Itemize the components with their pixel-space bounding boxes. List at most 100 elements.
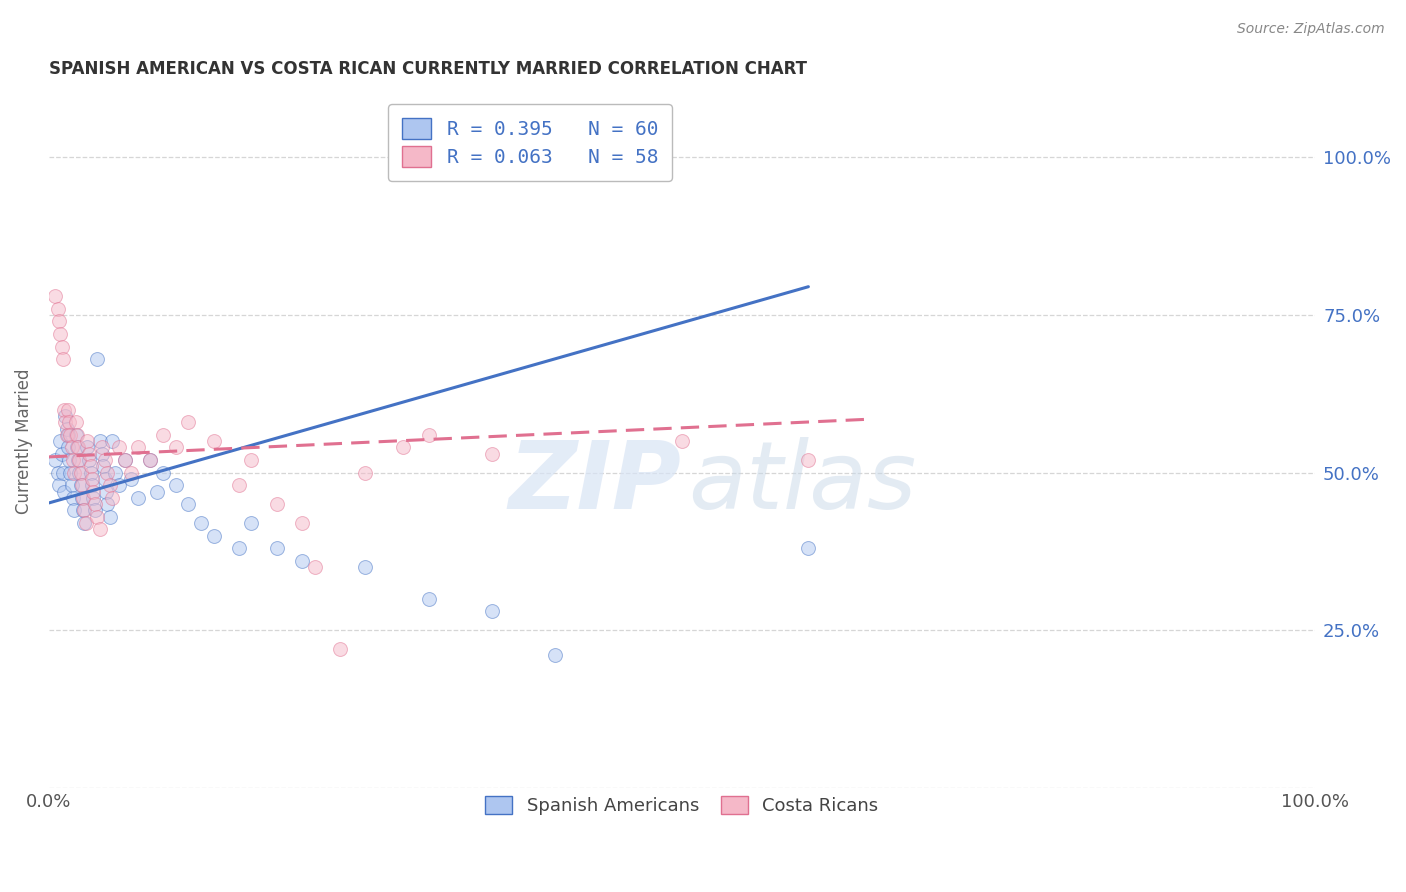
Point: [91, 447, 114, 461]
Point: [60, 478, 83, 492]
Point: [72, 491, 94, 505]
Point: [797, 453, 820, 467]
Point: [797, 541, 820, 556]
Point: [228, 541, 250, 556]
Point: [80, 472, 103, 486]
Point: [98, 478, 121, 492]
Point: [79, 453, 101, 467]
Point: [145, 484, 167, 499]
Point: [70, 491, 93, 505]
Point: [291, 516, 314, 530]
Point: [93, 472, 115, 486]
Point: [53, 402, 76, 417]
Point: [55, 415, 77, 429]
Point: [190, 516, 212, 530]
Point: [48, 314, 70, 328]
Point: [80, 478, 103, 492]
Point: [44, 289, 66, 303]
Point: [66, 427, 89, 442]
Point: [65, 415, 87, 429]
Point: [49, 434, 72, 449]
Point: [55, 427, 77, 442]
Point: [51, 340, 73, 354]
Point: [67, 453, 90, 467]
Point: [127, 491, 149, 505]
Point: [80, 466, 103, 480]
Text: Source: ZipAtlas.com: Source: ZipAtlas.com: [1237, 22, 1385, 37]
Point: [418, 427, 440, 442]
Y-axis label: Currently Married: Currently Married: [15, 368, 32, 514]
Point: [240, 453, 263, 467]
Point: [66, 441, 89, 455]
Point: [56, 402, 79, 417]
Point: [69, 466, 91, 480]
Point: [73, 503, 96, 517]
Text: atlas: atlas: [688, 437, 917, 528]
Point: [86, 509, 108, 524]
Point: [544, 648, 567, 663]
Point: [114, 453, 136, 467]
Point: [79, 447, 101, 461]
Point: [139, 453, 162, 467]
Point: [73, 516, 96, 530]
Point: [89, 434, 111, 449]
Point: [48, 478, 70, 492]
Point: [228, 478, 250, 492]
Point: [44, 453, 66, 467]
Point: [62, 453, 84, 467]
Point: [83, 503, 105, 517]
Point: [304, 560, 326, 574]
Point: [354, 466, 377, 480]
Point: [152, 466, 174, 480]
Point: [63, 466, 86, 480]
Point: [62, 491, 84, 505]
Point: [101, 434, 124, 449]
Point: [165, 441, 187, 455]
Point: [177, 497, 200, 511]
Point: [481, 447, 503, 461]
Point: [165, 478, 187, 492]
Point: [51, 447, 73, 461]
Point: [82, 491, 104, 505]
Point: [392, 441, 415, 455]
Point: [291, 554, 314, 568]
Point: [60, 441, 83, 455]
Point: [76, 434, 98, 449]
Point: [240, 516, 263, 530]
Point: [266, 541, 288, 556]
Point: [83, 497, 105, 511]
Point: [329, 642, 352, 657]
Point: [52, 466, 75, 480]
Point: [93, 453, 115, 467]
Point: [46, 466, 69, 480]
Point: [52, 352, 75, 367]
Point: [152, 427, 174, 442]
Point: [82, 484, 104, 499]
Point: [93, 459, 115, 474]
Point: [107, 478, 129, 492]
Point: [91, 441, 114, 455]
Point: [127, 441, 149, 455]
Text: ZIP: ZIP: [509, 437, 682, 529]
Point: [96, 466, 118, 480]
Point: [46, 301, 69, 316]
Point: [202, 434, 225, 449]
Point: [418, 591, 440, 606]
Point: [58, 415, 80, 429]
Point: [76, 441, 98, 455]
Point: [202, 529, 225, 543]
Point: [67, 453, 90, 467]
Point: [80, 459, 103, 474]
Legend: Spanish Americans, Costa Ricans: Spanish Americans, Costa Ricans: [477, 787, 887, 824]
Point: [49, 326, 72, 341]
Point: [67, 466, 90, 480]
Point: [55, 421, 77, 435]
Text: SPANISH AMERICAN VS COSTA RICAN CURRENTLY MARRIED CORRELATION CHART: SPANISH AMERICAN VS COSTA RICAN CURRENTL…: [49, 60, 807, 78]
Point: [120, 466, 142, 480]
Point: [65, 427, 87, 442]
Point: [671, 434, 693, 449]
Point: [63, 503, 86, 517]
Point: [69, 478, 91, 492]
Point: [56, 427, 79, 442]
Point: [72, 503, 94, 517]
